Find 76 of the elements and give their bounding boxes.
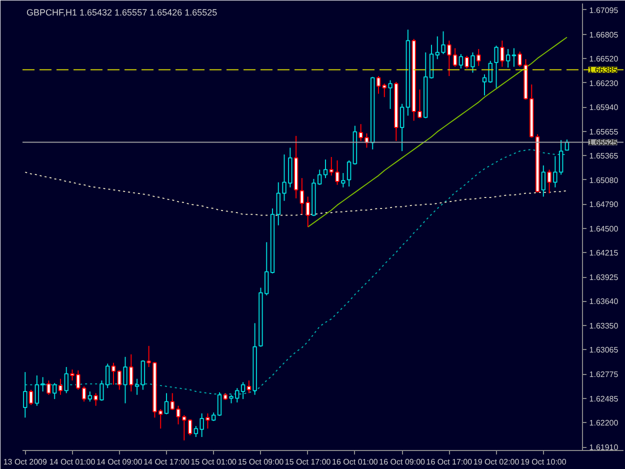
candlestick — [470, 52, 475, 74]
x-tick-label: 16 Oct 01:00 — [332, 458, 378, 466]
candlestick — [111, 362, 116, 386]
y-tick-label: 1.65940 — [589, 103, 619, 112]
ref-line-label: 1.65525 — [588, 138, 618, 148]
candlestick — [129, 354, 134, 392]
y-tick-label: 1.62775 — [589, 370, 619, 380]
candlestick — [547, 169, 552, 194]
x-tick-label: 16 Oct 09:00 — [379, 458, 426, 466]
y-tick-label: 1.64215 — [589, 248, 619, 258]
candlestick — [64, 366, 68, 394]
y-tick-label: 1.65080 — [589, 176, 619, 185]
y-tick-label: 1.61910 — [589, 443, 619, 452]
x-tick-label: 14 Oct 01:00 — [49, 458, 96, 466]
candlestick — [500, 40, 504, 68]
candlestick — [246, 380, 252, 394]
y-tick-label: 1.63350 — [589, 322, 619, 331]
y-tick-label: 1.63065 — [589, 346, 619, 355]
x-tick-label: 15 Oct 17:00 — [284, 458, 332, 466]
y-tick-label: 1.63640 — [589, 297, 619, 306]
x-tick-label: 14 Oct 17:00 — [144, 458, 190, 466]
candlestick — [512, 48, 516, 68]
candlestick — [58, 378, 63, 396]
candlestick — [134, 378, 140, 396]
x-tick-label: 19 Oct 02:00 — [473, 458, 520, 466]
candlestick — [488, 60, 493, 84]
candlestick — [506, 48, 510, 68]
y-tick-label: 1.67095 — [589, 6, 619, 15]
y-tick-label: 1.66805 — [589, 30, 619, 40]
y-tick-label: 1.62200 — [589, 418, 619, 428]
candlestick — [323, 159, 328, 179]
candlestick — [400, 103, 404, 152]
candlestick — [346, 160, 352, 188]
x-tick-label: 19 Oct 10:00 — [520, 458, 567, 466]
candlestick — [94, 392, 98, 406]
x-tick-label: 14 Oct 09:00 — [96, 458, 143, 466]
candlestick — [341, 172, 346, 188]
candlestick — [217, 392, 222, 416]
y-tick-label: 1.66520 — [589, 54, 619, 64]
y-tick-label: 1.65655 — [589, 127, 619, 136]
candlestick — [117, 370, 122, 390]
candlestick — [164, 392, 169, 415]
candlestick — [123, 356, 128, 404]
candlestick — [376, 76, 381, 94]
candlestick — [482, 74, 487, 96]
candlestick — [476, 48, 481, 66]
y-tick-label: 1.63925 — [589, 273, 619, 282]
candlestick — [382, 83, 387, 98]
x-tick-label: 13 Oct 2009 — [3, 458, 48, 466]
candlestick — [140, 360, 146, 390]
ref-line-label: 1.66385 — [588, 66, 618, 75]
candlestick — [464, 55, 469, 69]
candlestick — [429, 44, 434, 80]
candlestick — [28, 389, 34, 406]
x-tick-label: 15 Oct 09:00 — [238, 458, 284, 466]
candlestick — [188, 418, 192, 436]
y-tick-label: 1.64790 — [589, 200, 619, 210]
candlestick — [541, 164, 546, 198]
candlestick — [206, 412, 210, 430]
y-tick-label: 1.64500 — [589, 224, 619, 234]
y-tick-label: 1.62485 — [589, 394, 619, 404]
line-series — [307, 36, 568, 228]
candlestick — [52, 382, 57, 400]
y-tick-label: 1.65365 — [589, 152, 619, 161]
candlestick — [458, 54, 464, 69]
candlestick — [88, 390, 92, 402]
candlestick — [388, 80, 392, 110]
x-tick-label: 15 Oct 01:00 — [190, 458, 238, 466]
line-series — [24, 172, 568, 216]
candlestick — [494, 45, 498, 88]
candlestick — [82, 386, 86, 402]
candlestick — [418, 89, 422, 119]
text: GBPCHF,H1 1.65432 1.65557 1.65426 1.65525 — [26, 8, 218, 18]
y-tick-label: 1.66230 — [589, 78, 619, 88]
candlestick — [46, 380, 51, 396]
x-tick-label: 16 Oct 17:00 — [426, 458, 473, 466]
